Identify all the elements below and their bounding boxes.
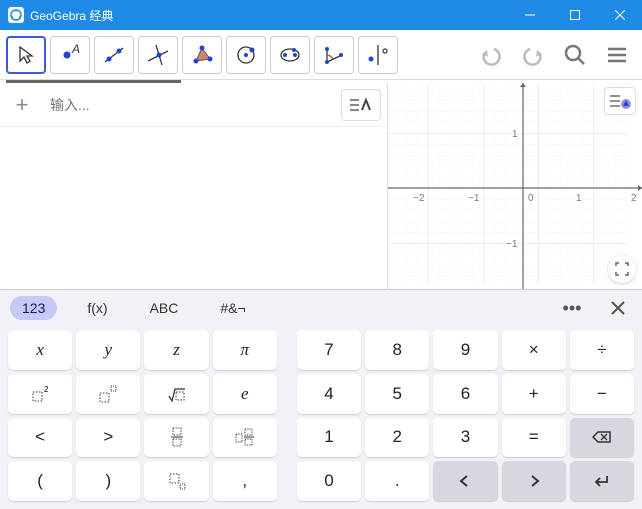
algebra-view: + <box>0 83 388 289</box>
search-button[interactable] <box>556 36 594 74</box>
add-button[interactable]: + <box>0 92 44 118</box>
key-mixed[interactable] <box>213 418 277 458</box>
tool-move[interactable] <box>6 36 46 74</box>
tool-circle[interactable] <box>226 36 266 74</box>
key-fraction[interactable] <box>144 418 208 458</box>
svg-text:0: 0 <box>528 193 534 204</box>
key-y[interactable]: y <box>76 330 140 370</box>
kb-tab-fx[interactable]: f(x) <box>75 296 119 320</box>
key-rparen[interactable]: ) <box>76 461 140 501</box>
kb-close-button[interactable] <box>604 294 632 322</box>
key-multiply[interactable]: × <box>502 330 566 370</box>
virtual-keyboard: 123 f(x) ABC #&¬ ••• x y z π 7 8 9 × ÷ 2… <box>0 289 642 509</box>
key-3[interactable]: 3 <box>433 418 497 458</box>
key-gt[interactable]: > <box>76 418 140 458</box>
key-square[interactable]: 2 <box>8 374 72 414</box>
key-e[interactable]: e <box>213 374 277 414</box>
tool-ellipse[interactable] <box>270 36 310 74</box>
tool-angle[interactable] <box>314 36 354 74</box>
kb-more-button[interactable]: ••• <box>558 294 586 322</box>
fullscreen-button[interactable] <box>608 255 636 283</box>
key-minus[interactable]: − <box>570 374 634 414</box>
svg-text:1: 1 <box>576 193 582 204</box>
svg-text:A: A <box>71 42 80 56</box>
graphics-settings-button[interactable] <box>604 87 636 115</box>
key-sqrt[interactable] <box>144 374 208 414</box>
tool-reflect[interactable] <box>358 36 398 74</box>
undo-button[interactable] <box>472 36 510 74</box>
key-backspace[interactable] <box>570 418 634 458</box>
input-row: + <box>0 83 387 127</box>
key-5[interactable]: 5 <box>365 374 429 414</box>
key-lparen[interactable]: ( <box>8 461 72 501</box>
key-right[interactable] <box>502 461 566 501</box>
redo-button[interactable] <box>514 36 552 74</box>
titlebar: GeoGebra 经典 <box>0 0 642 30</box>
toolbar: A <box>0 30 642 80</box>
key-divide[interactable]: ÷ <box>570 330 634 370</box>
key-lt[interactable]: < <box>8 418 72 458</box>
key-7[interactable]: 7 <box>297 330 361 370</box>
minimize-button[interactable] <box>507 0 552 30</box>
close-button[interactable] <box>597 0 642 30</box>
kb-tab-abc[interactable]: ABC <box>138 296 191 320</box>
svg-text:−1: −1 <box>468 193 480 204</box>
key-0[interactable]: 0 <box>297 461 361 501</box>
svg-text:1: 1 <box>512 129 518 140</box>
input-mode-toggle[interactable] <box>341 89 381 121</box>
key-comma[interactable]: , <box>213 461 277 501</box>
key-dot[interactable]: . <box>365 461 429 501</box>
svg-text:−2: −2 <box>413 193 425 204</box>
key-z[interactable]: z <box>144 330 208 370</box>
key-8[interactable]: 8 <box>365 330 429 370</box>
key-power[interactable] <box>76 374 140 414</box>
workspace: + −2 −1 0 1 2 1 −1 <box>0 83 642 289</box>
key-enter[interactable] <box>570 461 634 501</box>
key-4[interactable]: 4 <box>297 374 361 414</box>
svg-text:2: 2 <box>631 193 637 204</box>
tool-line[interactable] <box>94 36 134 74</box>
key-1[interactable]: 1 <box>297 418 361 458</box>
menu-button[interactable] <box>598 36 636 74</box>
key-subscript[interactable] <box>144 461 208 501</box>
app-icon <box>8 7 24 23</box>
key-2[interactable]: 2 <box>365 418 429 458</box>
algebra-input[interactable] <box>44 97 341 113</box>
kb-tab-123[interactable]: 123 <box>10 296 57 320</box>
key-left[interactable] <box>433 461 497 501</box>
window-title: GeoGebra 经典 <box>30 7 507 24</box>
key-x[interactable]: x <box>8 330 72 370</box>
key-pi[interactable]: π <box>213 330 277 370</box>
keyboard-grid: x y z π 7 8 9 × ÷ 2 e 4 5 6 + − < > 1 2 … <box>0 326 642 509</box>
tool-perpendicular[interactable] <box>138 36 178 74</box>
svg-text:2: 2 <box>44 385 49 394</box>
kb-tab-sym[interactable]: #&¬ <box>208 296 257 320</box>
key-equals[interactable]: = <box>502 418 566 458</box>
graphics-view[interactable]: −2 −1 0 1 2 1 −1 <box>388 83 642 289</box>
coordinate-grid: −2 −1 0 1 2 1 −1 <box>388 83 642 289</box>
key-plus[interactable]: + <box>502 374 566 414</box>
key-9[interactable]: 9 <box>433 330 497 370</box>
key-6[interactable]: 6 <box>433 374 497 414</box>
svg-text:−1: −1 <box>506 239 518 250</box>
tool-polygon[interactable] <box>182 36 222 74</box>
keyboard-tabs: 123 f(x) ABC #&¬ ••• <box>0 290 642 326</box>
maximize-button[interactable] <box>552 0 597 30</box>
tool-point[interactable]: A <box>50 36 90 74</box>
